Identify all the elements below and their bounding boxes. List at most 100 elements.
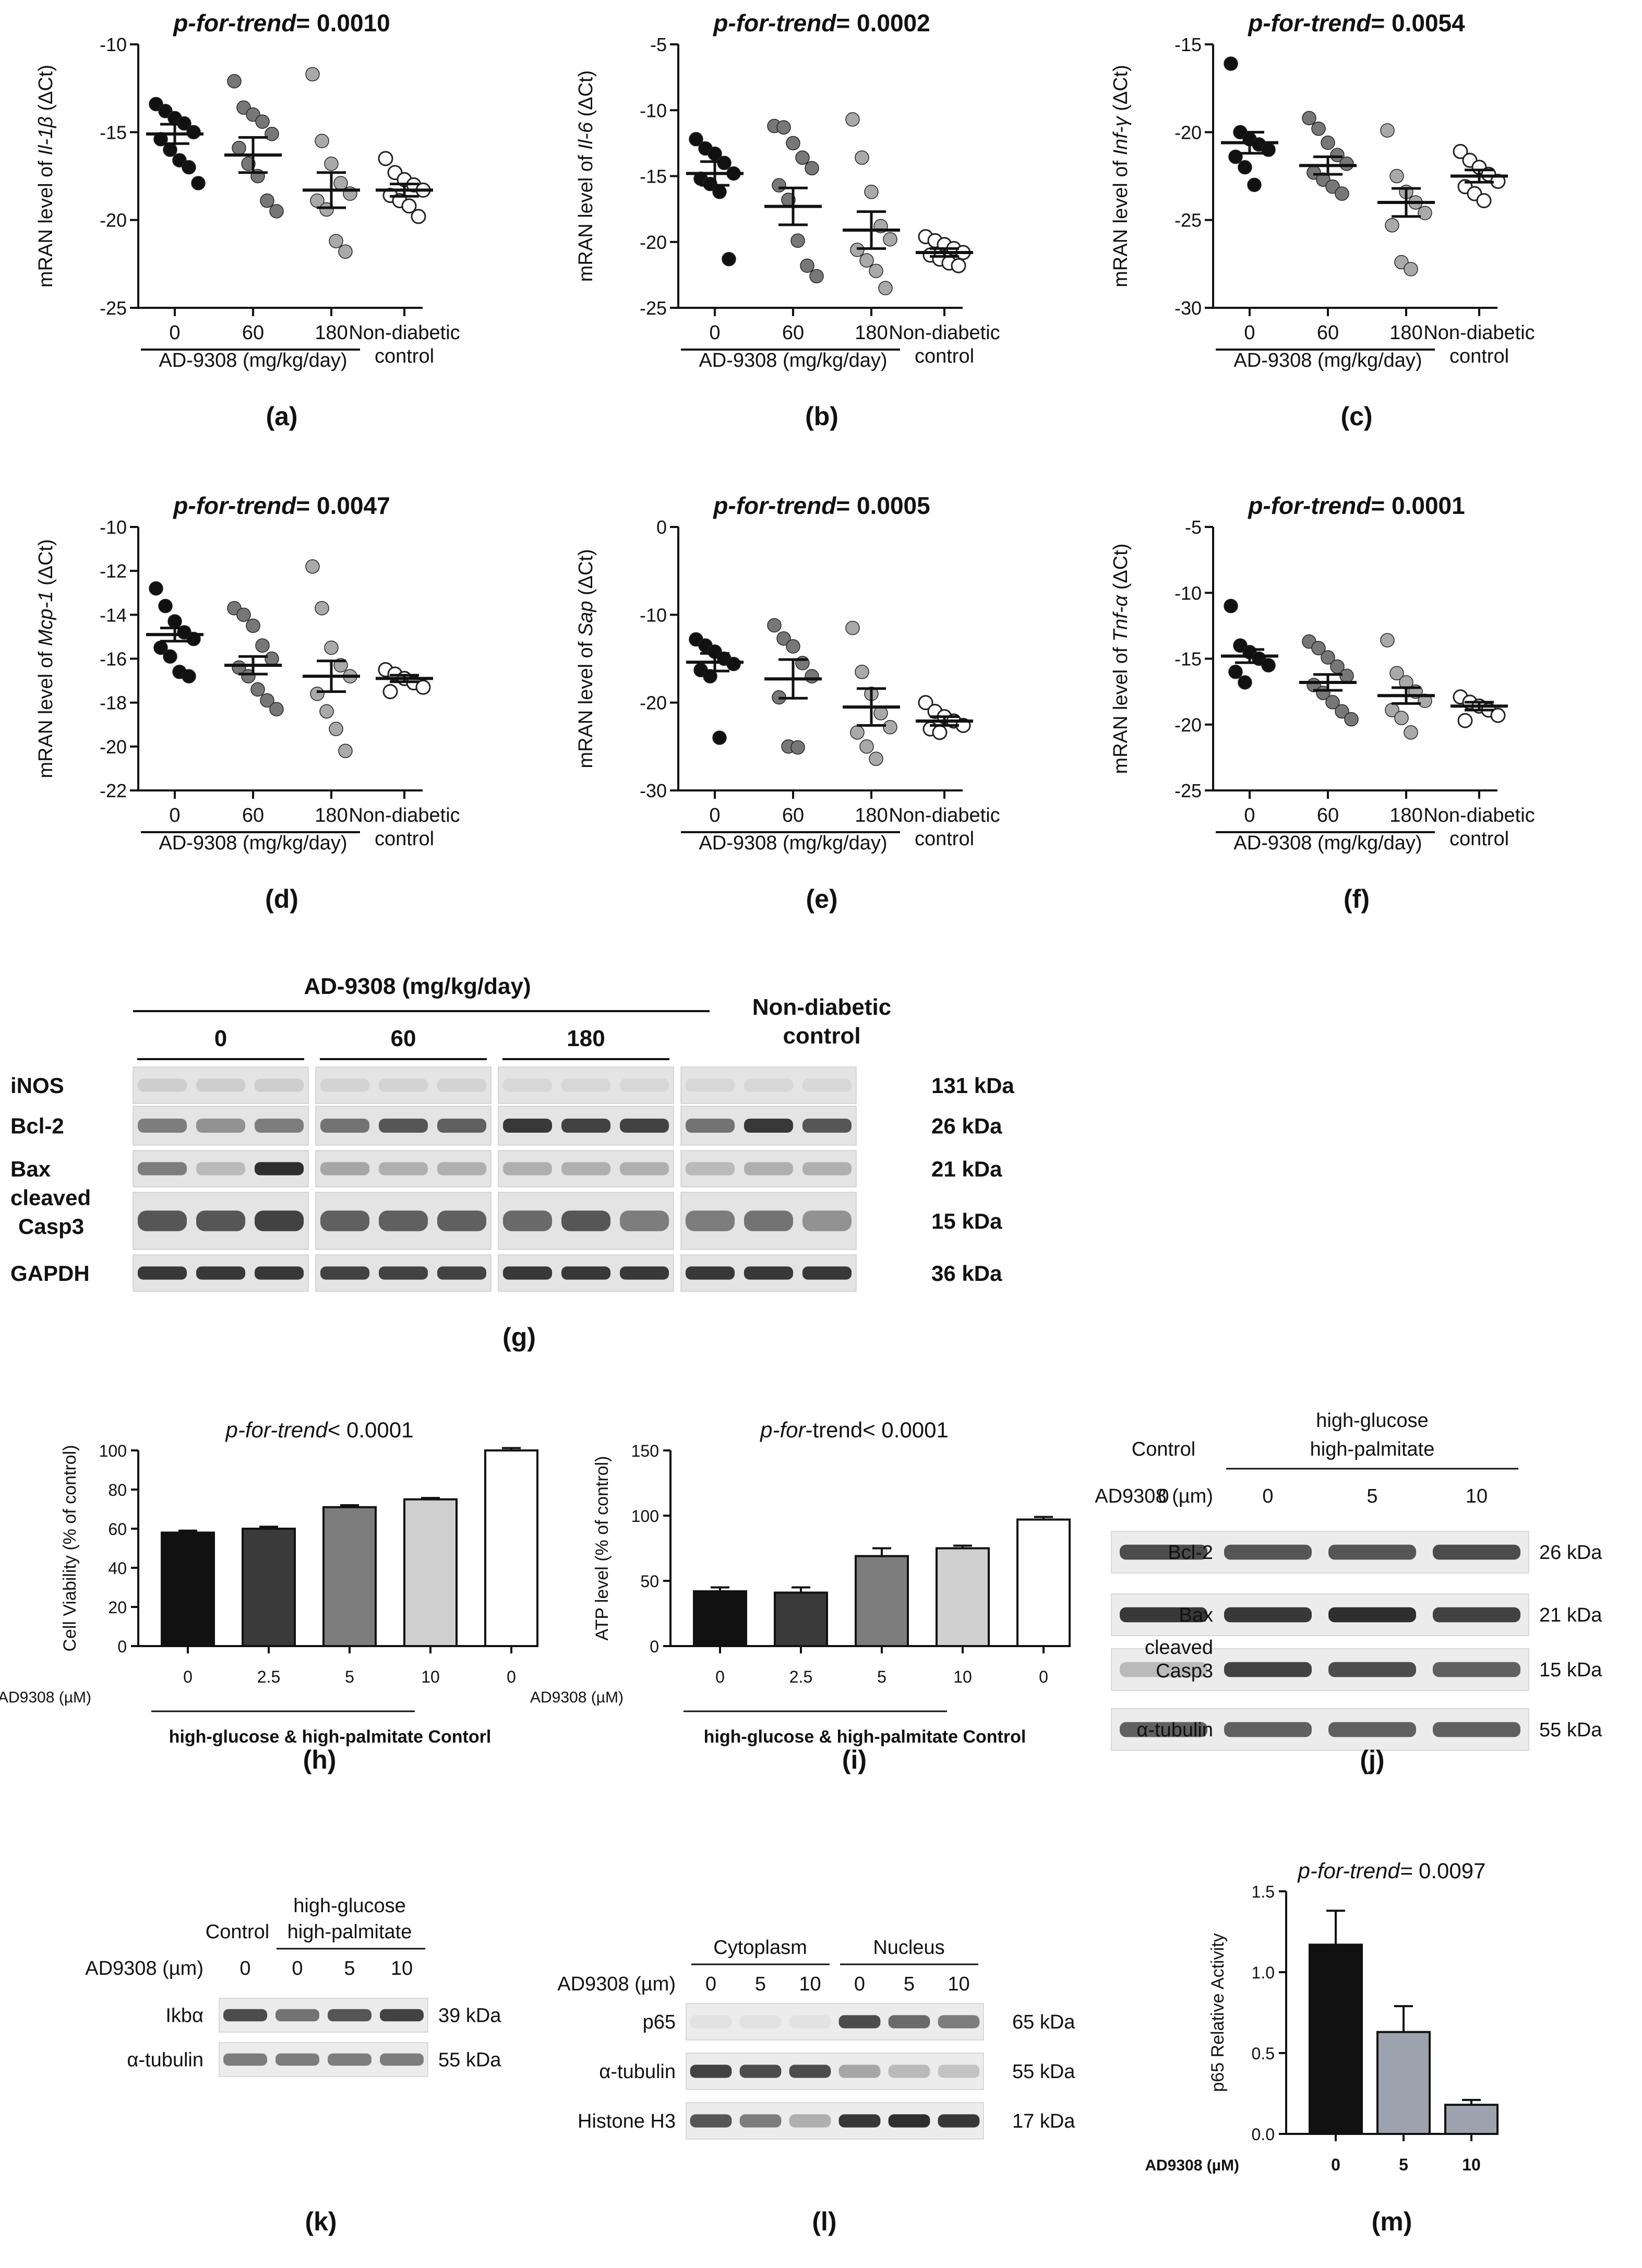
data-point xyxy=(319,704,334,719)
y-label-suffix: (ΔCt) xyxy=(575,70,597,122)
blot-band xyxy=(223,2009,267,2022)
blot-kda-label: 65 kDa xyxy=(1012,2011,1075,2033)
blot-group-label: 180 xyxy=(567,1026,605,1051)
data-point xyxy=(712,730,727,745)
x-tick-label: 180 xyxy=(315,322,347,344)
trend-title-eq: = xyxy=(1371,9,1392,37)
blot-kda-label: 17 kDa xyxy=(1012,2110,1075,2132)
trend-title: p-for-trend= 0.0005 xyxy=(712,492,930,519)
blot-band xyxy=(437,1119,487,1133)
bar xyxy=(1444,2104,1499,2135)
blot-row-label: p65 xyxy=(643,2011,676,2033)
data-point xyxy=(855,150,869,165)
bar xyxy=(855,1555,909,1647)
dose-label: 5 xyxy=(904,1973,915,1995)
data-point xyxy=(883,232,897,247)
data-point xyxy=(163,649,177,664)
blot-band xyxy=(888,2065,930,2078)
data-point xyxy=(1238,160,1252,175)
data-point xyxy=(1476,193,1492,209)
blot-band xyxy=(380,2053,424,2066)
y-label-suffix: (ΔCt) xyxy=(35,539,57,591)
data-point xyxy=(809,269,824,284)
y-tick-label: 0.0 xyxy=(1252,2125,1275,2144)
data-point xyxy=(260,693,274,708)
y-tick-label: -30 xyxy=(640,780,667,801)
y-tick-label: -16 xyxy=(100,649,127,670)
y-tick-label: 150 xyxy=(631,1442,659,1460)
blot-band xyxy=(744,1266,794,1280)
data-point xyxy=(1344,712,1359,727)
y-axis-label: p65 Relative Activity xyxy=(1208,1933,1228,2092)
blot-band xyxy=(802,1078,852,1092)
data-point xyxy=(1238,675,1252,690)
blot-band xyxy=(137,1162,187,1175)
blot-band xyxy=(619,1119,669,1133)
bar xyxy=(242,1528,296,1647)
data-point xyxy=(338,743,353,758)
x-tick-label: 180 xyxy=(1389,322,1422,344)
data-point xyxy=(260,193,274,208)
y-tick-label: -20 xyxy=(100,736,127,758)
data-point xyxy=(1457,713,1473,728)
trend-title-value: 0.0001 xyxy=(1392,492,1465,519)
blot-band xyxy=(1328,1662,1416,1677)
data-point xyxy=(800,258,814,273)
blot-row-label: Bax xyxy=(1179,1604,1213,1626)
blot-band xyxy=(1224,1722,1312,1737)
blot-band xyxy=(328,2009,371,2022)
header-treatment-2: high-palmitate xyxy=(287,1921,412,1943)
blot-band xyxy=(838,2065,881,2078)
data-point xyxy=(1339,157,1354,171)
blot-band xyxy=(685,1266,735,1280)
scatter-panel-d: p-for-trend= 0.0047 -10 -12 -14 -16 -18 -20 -22… xyxy=(35,492,460,914)
blot-band xyxy=(502,1210,553,1231)
data-point xyxy=(717,155,732,170)
blot-row-label: Casp3 xyxy=(18,1214,84,1239)
data-point xyxy=(918,695,933,711)
y-label-prefix: mRAN level of xyxy=(35,646,57,778)
data-point xyxy=(1339,668,1354,683)
data-point xyxy=(269,204,284,219)
data-point xyxy=(805,161,819,176)
data-point xyxy=(255,638,270,653)
trend-title: p-for-trend= 0.0010 xyxy=(172,9,390,37)
x-tick-label: 180 xyxy=(855,805,888,826)
y-tick-label: -20 xyxy=(640,692,667,714)
data-point xyxy=(1453,143,1468,159)
panel-label: (c) xyxy=(1340,402,1372,431)
data-point xyxy=(158,598,173,614)
blot-band xyxy=(1120,1607,1207,1623)
y-axis-label: ATP level (% of control) xyxy=(592,1456,612,1641)
y-axis-label: mRAN level of Inf-γ (ΔCt) xyxy=(1110,65,1132,287)
blot-band xyxy=(380,2009,424,2022)
y-tick-label: -10 xyxy=(640,604,667,626)
x-group-label: AD-9308 (mg/kg/day) xyxy=(159,832,347,854)
x-tick-label-control: Non-diabetic xyxy=(1423,322,1535,344)
y-tick-label: -10 xyxy=(100,517,127,538)
blot-band xyxy=(254,1078,304,1092)
y-tick-label: -20 xyxy=(1174,122,1202,143)
blot-row-label: GAPDH xyxy=(10,1261,90,1286)
blot-band xyxy=(744,1210,794,1231)
x-tick-label-control-2: control xyxy=(915,345,974,367)
y-tick-label: 20 xyxy=(108,1598,127,1617)
blot-band xyxy=(685,1119,735,1133)
data-point xyxy=(411,209,426,224)
data-point xyxy=(786,639,800,654)
y-label-prefix: mRAN level of xyxy=(575,150,597,282)
header-nucleus: Nucleus xyxy=(873,1937,944,1959)
x-tick-label: 60 xyxy=(242,805,264,826)
y-tick-label: -10 xyxy=(100,34,127,55)
blot-band xyxy=(690,2114,732,2128)
blot-band xyxy=(619,1162,669,1175)
x-tick-label: 2.5 xyxy=(789,1667,812,1686)
blot-row-label: Ikbα xyxy=(165,2005,203,2027)
y-tick-label: -14 xyxy=(100,604,127,626)
bar xyxy=(693,1590,747,1647)
blot-band xyxy=(838,2114,881,2128)
blot-kda-label: 36 kDa xyxy=(931,1261,1002,1286)
blot-row-label: α-tubulin xyxy=(599,2061,676,2083)
dose-label: 5 xyxy=(755,1973,766,1995)
